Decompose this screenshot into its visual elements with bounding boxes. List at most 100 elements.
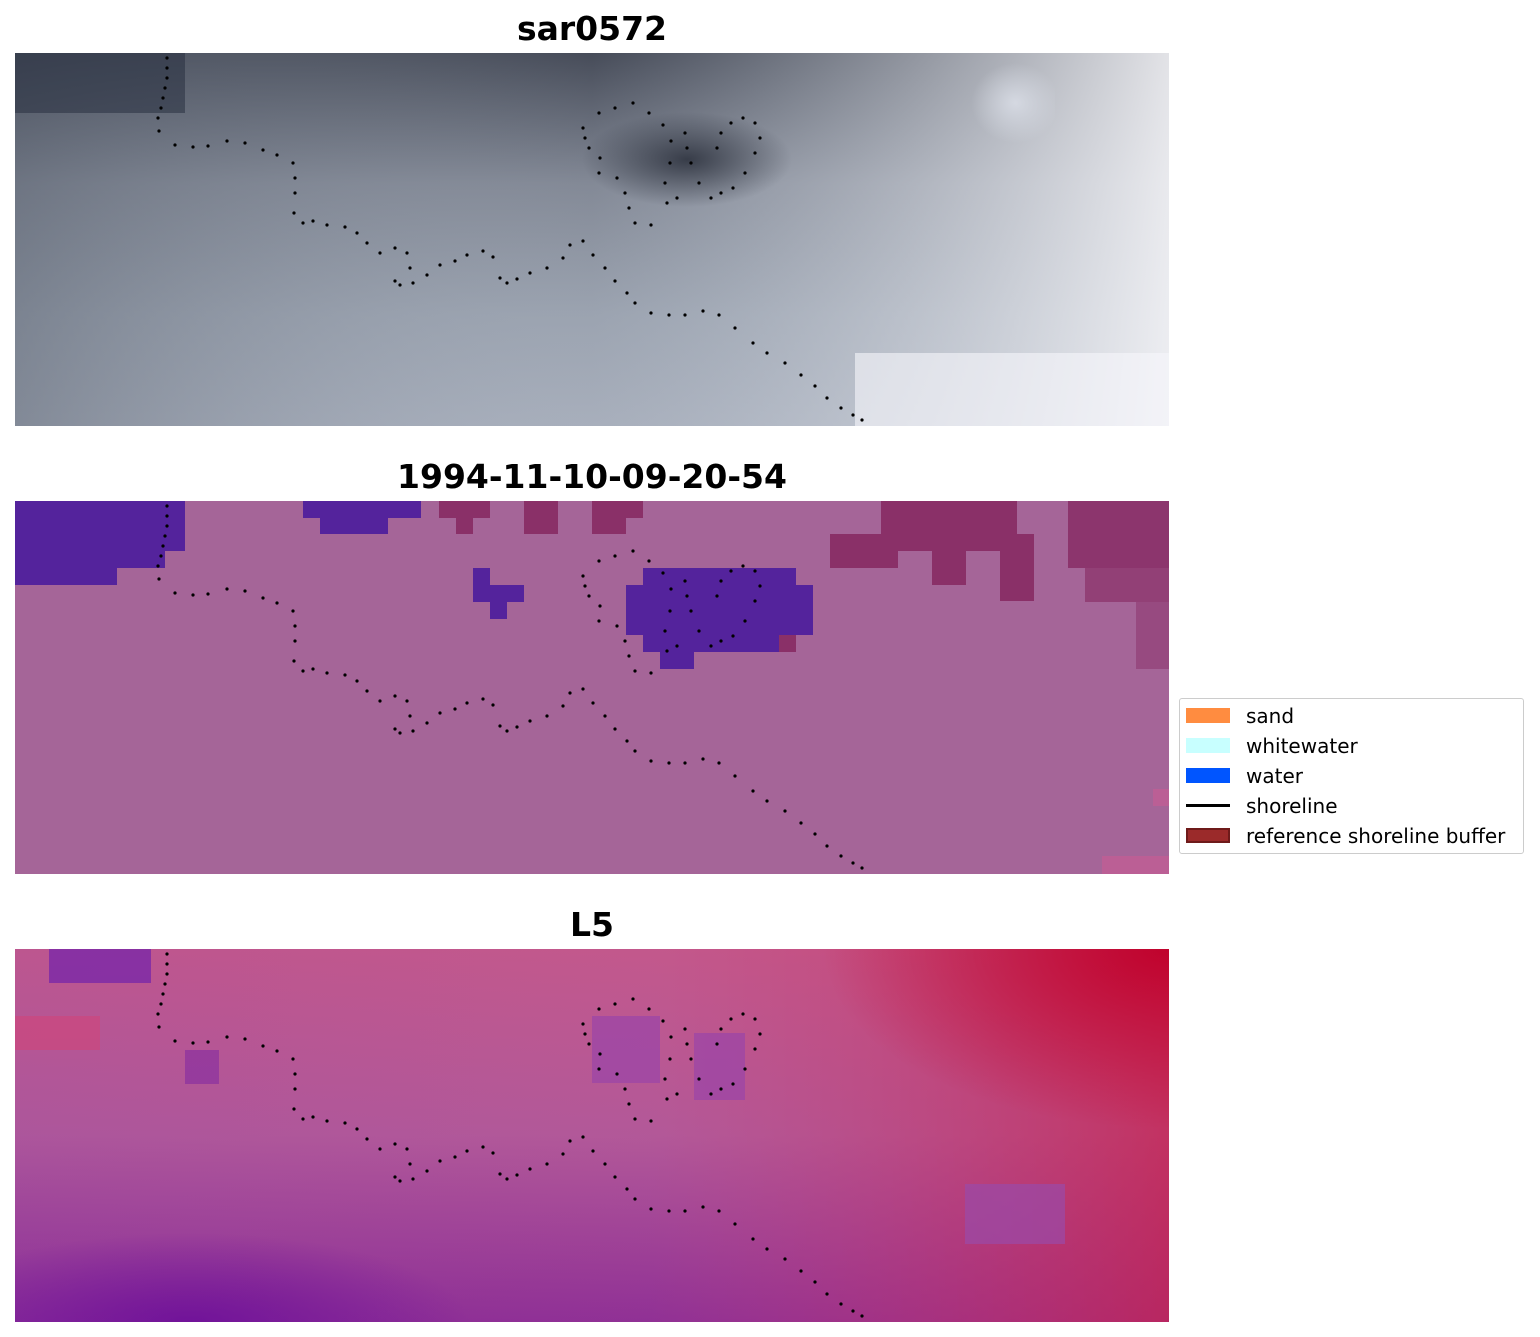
shoreline-point	[581, 1135, 585, 1139]
shoreline-point	[649, 1207, 653, 1211]
shoreline-point	[481, 249, 485, 253]
shoreline-point	[405, 251, 409, 255]
shoreline-point	[301, 221, 305, 225]
shoreline-point	[661, 1019, 665, 1023]
shoreline-point	[783, 1257, 787, 1261]
shoreline-point	[825, 844, 829, 848]
shoreline-point	[165, 514, 169, 518]
shoreline-point	[311, 667, 315, 671]
shoreline-point	[663, 1077, 667, 1081]
shoreline-point	[393, 246, 397, 250]
shoreline-point	[398, 1179, 402, 1183]
shoreline-point	[649, 759, 653, 763]
shoreline-point	[860, 866, 864, 870]
shoreline-point	[438, 263, 442, 267]
shoreline-point	[753, 1017, 757, 1021]
shoreline-point	[453, 1155, 457, 1159]
shoreline-point	[365, 241, 369, 245]
shoreline-point	[293, 1072, 297, 1076]
shoreline-point	[715, 1042, 719, 1046]
shoreline-point	[591, 253, 595, 257]
shoreline-point	[743, 1067, 747, 1071]
shoreline-point	[393, 279, 397, 283]
shoreline-point	[753, 569, 757, 573]
shoreline-point	[405, 699, 409, 703]
shoreline-point	[731, 1082, 735, 1086]
shoreline-point	[491, 1151, 495, 1155]
shoreline-point	[717, 313, 721, 317]
shoreline-point	[675, 196, 679, 200]
shoreline-point	[292, 211, 296, 215]
shoreline-point	[243, 589, 247, 593]
shoreline-point	[598, 156, 602, 160]
shoreline-point	[661, 123, 665, 127]
shoreline-point	[729, 121, 733, 125]
shoreline-point	[343, 673, 347, 677]
shoreline-point	[515, 1173, 519, 1177]
classified-image-panel	[15, 501, 1169, 874]
classified-background	[15, 501, 1169, 874]
shoreline-point	[697, 181, 701, 185]
shoreline-point	[765, 351, 769, 355]
shoreline-point	[157, 129, 161, 133]
shoreline-point	[561, 704, 565, 708]
shoreline-point	[505, 281, 509, 285]
shoreline-point	[623, 639, 627, 643]
shoreline-point	[311, 1115, 315, 1119]
shoreline-point	[505, 1177, 509, 1181]
shoreline-point	[491, 703, 495, 707]
shoreline-point	[623, 191, 627, 195]
shoreline-point	[225, 139, 229, 143]
shoreline-point	[825, 1292, 829, 1296]
shoreline-point	[633, 669, 637, 673]
shoreline-point	[799, 821, 803, 825]
shoreline-point	[689, 1057, 693, 1061]
shoreline-point	[751, 341, 755, 345]
water-regions	[15, 501, 813, 669]
whitewater-swatch	[1186, 738, 1230, 753]
water-swatch	[1186, 768, 1230, 783]
shoreline-point	[851, 861, 855, 865]
shoreline-point	[191, 1041, 195, 1045]
shoreline-point	[613, 106, 617, 110]
shoreline-point	[597, 559, 601, 563]
shoreline-point	[598, 604, 602, 608]
shoreline-point	[165, 524, 169, 528]
shoreline-point	[225, 587, 229, 591]
shoreline-point	[568, 691, 572, 695]
shoreline-point	[633, 301, 637, 305]
shoreline-point	[689, 609, 693, 613]
shoreline-point	[719, 1087, 723, 1091]
shoreline-point	[159, 554, 163, 558]
shoreline-point	[839, 406, 843, 410]
shoreline-point	[293, 176, 297, 180]
shoreline-point	[165, 76, 169, 80]
shoreline-point	[481, 1145, 485, 1149]
legend-label-sand: sand	[1246, 704, 1295, 728]
shoreline-point	[669, 587, 673, 591]
shoreline-point	[603, 266, 607, 270]
shoreline-point	[156, 116, 160, 120]
shoreline-point	[311, 219, 315, 223]
shoreline-point	[717, 761, 721, 765]
shoreline-point	[411, 281, 415, 285]
shoreline-point	[839, 1302, 843, 1306]
shoreline-point	[665, 201, 669, 205]
shoreline-point	[753, 599, 757, 603]
shoreline-point	[758, 1032, 762, 1036]
shoreline-point	[583, 136, 587, 140]
shoreline-point	[851, 413, 855, 417]
shoreline-point	[581, 1022, 585, 1026]
shoreline-point	[625, 739, 629, 743]
shoreline-point	[719, 131, 723, 135]
shoreline-point	[603, 714, 607, 718]
shoreline-point	[325, 671, 329, 675]
shoreline-point	[753, 151, 757, 155]
sand-swatch	[1186, 708, 1230, 723]
shoreline-point	[597, 619, 601, 623]
shoreline-point	[161, 96, 165, 100]
shoreline-dots	[156, 504, 864, 870]
shoreline-point	[668, 1057, 672, 1061]
shoreline-point	[667, 761, 671, 765]
shoreline-point	[675, 644, 679, 648]
